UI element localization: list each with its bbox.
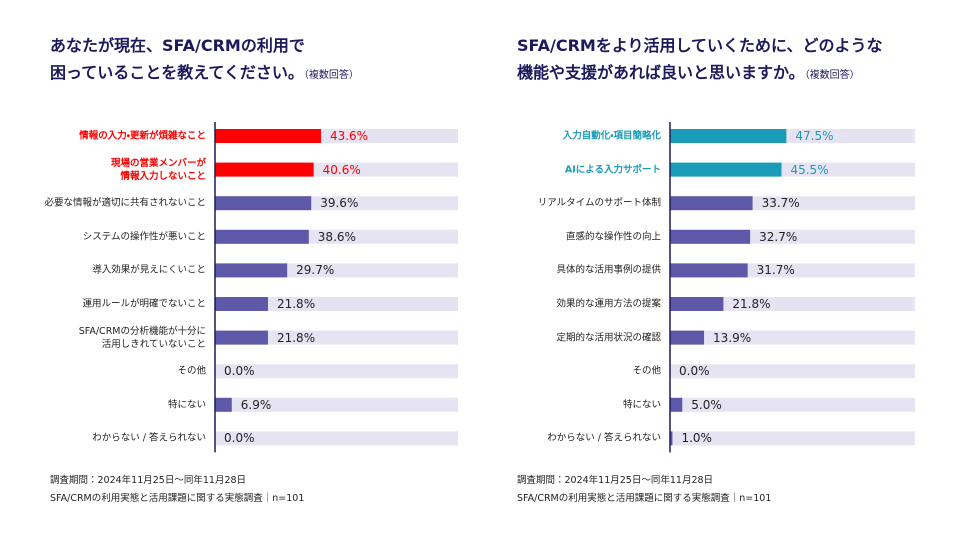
value-label: 32.7%	[759, 229, 798, 244]
bar-track	[670, 297, 915, 311]
bar	[670, 162, 782, 177]
title-line: SFA/CRMをより活用していくために、どのような	[517, 32, 883, 59]
category-label: 運用ルールが明確でないこと	[82, 298, 206, 310]
category-label: 特にない	[167, 399, 206, 411]
category-label: 直感的な操作性の向上	[565, 231, 661, 243]
title-line: 困っていることを教えてください。（複数回答）	[50, 59, 359, 89]
category-label: リアルタイムのサポート体制	[537, 197, 661, 209]
bar-track	[670, 330, 915, 345]
chart-title: あなたが現在、SFA/CRMの利用で 困っていることを教えてください。（複数回答）	[50, 32, 359, 89]
category-label: わからない / 答えられない	[547, 432, 661, 444]
footnote-line: 調査期間：2024年11月25日～同年11月28日	[50, 475, 247, 486]
value-label: 21.8%	[732, 297, 771, 311]
category-label: 入力自動化・項目簡略化	[562, 130, 661, 142]
footnote-line: SFA/CRMの利用実態と活用課題に関する実態調査｜n=101	[50, 493, 305, 504]
value-label: 21.8%	[276, 297, 316, 311]
value-label: 43.6%	[329, 129, 369, 143]
value-label: 45.5%	[790, 162, 829, 177]
bar-track	[215, 431, 458, 446]
bar	[215, 397, 232, 412]
value-label: 0.0%	[679, 364, 710, 379]
value-label: 47.5%	[795, 129, 834, 143]
category-label: その他	[177, 365, 206, 377]
value-label: 21.8%	[276, 330, 316, 345]
bar-track	[670, 364, 915, 379]
bar	[215, 263, 288, 278]
value-label: 40.6%	[322, 162, 361, 177]
value-label: 29.7%	[296, 263, 335, 278]
title-text: SFA/CRMをより活用していくために、どのような	[517, 36, 883, 55]
bar	[215, 129, 321, 143]
category-label: 必要な情報が適切に共有されないこと	[44, 197, 206, 209]
bar-track	[215, 330, 458, 345]
bar	[670, 330, 705, 345]
value-label: 38.6%	[317, 229, 356, 244]
value-label: 6.9%	[240, 397, 272, 412]
category-label: 特にない	[622, 399, 661, 411]
bar	[215, 229, 309, 244]
bar-track	[670, 397, 915, 412]
footnote-line: 調査期間：2024年11月25日～同年11月28日	[517, 475, 714, 486]
value-label: 31.7%	[756, 263, 795, 278]
title-note: （複数回答）	[303, 70, 359, 81]
value-label: 13.9%	[713, 330, 752, 345]
bar-track	[215, 397, 458, 412]
bar	[670, 297, 724, 311]
category-label: 具体的な活用事例の提供	[556, 264, 661, 276]
title-text: あなたが現在、SFA/CRMの利用で	[50, 36, 305, 55]
bar	[215, 330, 268, 345]
category-label: わからない / 答えられない	[92, 432, 206, 444]
bar	[670, 229, 751, 244]
category-label: 情報の入力・更新が煩雑なこと	[79, 130, 206, 142]
footnote-line: SFA/CRMの利用実態と活用課題に関する実態調査｜n=101	[517, 493, 772, 504]
bar	[670, 397, 683, 412]
bar	[670, 129, 787, 143]
bar	[215, 297, 268, 311]
bar	[215, 196, 312, 211]
value-label: 5.0%	[691, 397, 722, 412]
bar	[670, 196, 753, 211]
category-label: システムの操作性が悪いこと	[82, 231, 206, 243]
category-label: 導入効果が見えにくいこと	[92, 264, 206, 276]
bar-track	[215, 297, 458, 311]
bar-track	[670, 431, 915, 446]
footnote: 調査期間：2024年11月25日～同年11月28日 SFA/CRMの利用実態と活用…	[50, 472, 304, 508]
title-text: 機能や支援があれば良いと思いますか。	[517, 63, 805, 82]
category-label: 効果的な運用方法の提案	[556, 298, 661, 310]
chart-title: SFA/CRMをより活用していくために、どのような 機能や支援があれば良いと思いま…	[517, 32, 883, 89]
value-label: 0.0%	[224, 364, 255, 379]
bar	[215, 162, 314, 177]
value-label: 39.6%	[320, 196, 359, 211]
category-label: その他	[632, 365, 661, 377]
value-label: 0.0%	[224, 431, 255, 446]
value-label: 1.0%	[681, 431, 712, 446]
bar	[670, 263, 748, 278]
category-label: 現場の営業メンバーが 情報入力しないこと	[110, 157, 206, 182]
title-line: 機能や支援があれば良いと思いますか。（複数回答）	[517, 59, 883, 89]
title-text: 困っていることを教えてください。	[50, 63, 304, 82]
footnote: 調査期間：2024年11月25日～同年11月28日 SFA/CRMの利用実態と活用…	[517, 472, 771, 508]
category-label: SFA/CRMの分析機能が十分に 活用しきれていないこと	[78, 325, 206, 350]
title-note: （複数回答）	[804, 70, 860, 81]
title-line: あなたが現在、SFA/CRMの利用で	[50, 32, 359, 59]
category-label: AIによる入力サポート	[564, 164, 661, 176]
bar	[670, 431, 673, 446]
category-label: 定期的な活用状況の確認	[556, 332, 661, 344]
value-label: 33.7%	[761, 196, 800, 211]
bar-track	[215, 364, 458, 379]
